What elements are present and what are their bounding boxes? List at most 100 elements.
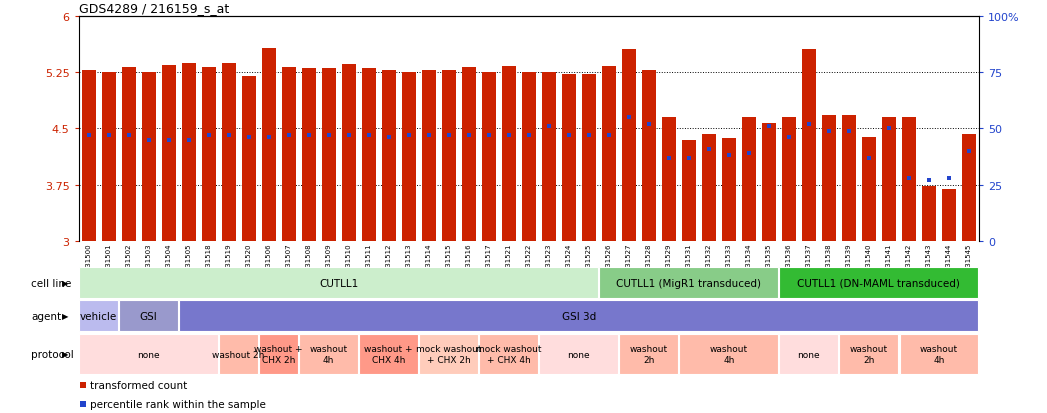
Bar: [602, 67, 616, 242]
Point: [661, 155, 677, 161]
Point: [261, 135, 277, 141]
Bar: [82, 71, 95, 242]
Point: [700, 146, 717, 153]
Point: [641, 121, 658, 128]
Bar: [680, 334, 778, 375]
Point: [900, 175, 917, 182]
Bar: [922, 187, 936, 242]
Bar: [80, 267, 598, 299]
Text: washout
2h: washout 2h: [850, 344, 888, 364]
Bar: [282, 68, 295, 242]
Bar: [620, 334, 678, 375]
Bar: [302, 69, 315, 242]
Bar: [442, 71, 455, 242]
Bar: [701, 135, 716, 242]
Point: [101, 133, 117, 139]
Point: [400, 133, 417, 139]
Point: [580, 133, 597, 139]
Bar: [161, 66, 176, 242]
Bar: [882, 118, 896, 242]
Point: [180, 137, 197, 144]
Bar: [842, 116, 855, 242]
Text: ▶: ▶: [62, 278, 68, 287]
Text: CUTLL1 (MigR1 transduced): CUTLL1 (MigR1 transduced): [617, 278, 761, 288]
Point: [200, 133, 217, 139]
Bar: [141, 73, 156, 242]
Text: CUTLL1 (DN-MAML transduced): CUTLL1 (DN-MAML transduced): [798, 278, 960, 288]
Text: mock washout
+ CHX 4h: mock washout + CHX 4h: [476, 344, 541, 364]
Bar: [402, 73, 416, 242]
Point: [74, 382, 91, 388]
Bar: [359, 334, 418, 375]
Point: [841, 128, 857, 135]
Bar: [502, 67, 516, 242]
Point: [681, 155, 697, 161]
Bar: [181, 64, 196, 242]
Point: [160, 137, 177, 144]
Point: [380, 135, 397, 141]
Point: [621, 114, 638, 121]
Text: vehicle: vehicle: [80, 311, 117, 321]
Text: GDS4289 / 216159_s_at: GDS4289 / 216159_s_at: [79, 2, 229, 15]
Bar: [242, 77, 255, 242]
Point: [441, 133, 458, 139]
Bar: [599, 267, 778, 299]
Bar: [419, 334, 478, 375]
Text: ▶: ▶: [62, 350, 68, 358]
Bar: [482, 73, 495, 242]
Bar: [862, 138, 876, 242]
Point: [600, 133, 617, 139]
Point: [560, 133, 577, 139]
Text: washout +
CHX 4h: washout + CHX 4h: [364, 344, 413, 364]
Bar: [742, 118, 756, 242]
Point: [940, 175, 957, 182]
Text: percentile rank within the sample: percentile rank within the sample: [90, 399, 266, 409]
Text: ▶: ▶: [62, 311, 68, 320]
Point: [340, 133, 357, 139]
Text: washout
2h: washout 2h: [629, 344, 668, 364]
Point: [140, 137, 157, 144]
Point: [780, 135, 797, 141]
Point: [821, 128, 838, 135]
Bar: [102, 73, 115, 242]
Point: [300, 133, 317, 139]
Bar: [582, 75, 596, 242]
Bar: [219, 334, 258, 375]
Bar: [361, 69, 376, 242]
Bar: [260, 334, 298, 375]
Text: GSI 3d: GSI 3d: [561, 311, 596, 321]
Text: washout 2h: washout 2h: [213, 350, 265, 358]
Bar: [762, 124, 776, 242]
Text: GSI: GSI: [139, 311, 157, 321]
Point: [120, 133, 137, 139]
Bar: [119, 300, 178, 332]
Bar: [480, 334, 538, 375]
Text: CUTLL1: CUTLL1: [319, 278, 358, 288]
Point: [240, 135, 257, 141]
Bar: [382, 71, 396, 242]
Bar: [642, 71, 655, 242]
Text: mock washout
+ CHX 2h: mock washout + CHX 2h: [416, 344, 482, 364]
Bar: [321, 69, 336, 242]
Bar: [80, 300, 118, 332]
Bar: [562, 75, 576, 242]
Bar: [682, 140, 696, 242]
Point: [960, 148, 977, 155]
Bar: [521, 73, 536, 242]
Bar: [779, 267, 978, 299]
Bar: [782, 118, 796, 242]
Text: washout
4h: washout 4h: [310, 344, 348, 364]
Text: agent: agent: [31, 311, 62, 321]
Point: [540, 123, 557, 130]
Bar: [541, 73, 556, 242]
Point: [320, 133, 337, 139]
Bar: [662, 118, 675, 242]
Point: [760, 123, 777, 130]
Text: cell line: cell line: [31, 278, 72, 288]
Bar: [222, 64, 236, 242]
Bar: [121, 68, 135, 242]
Point: [520, 133, 537, 139]
Text: washout +
CHX 2h: washout + CHX 2h: [254, 344, 303, 364]
Bar: [422, 71, 436, 242]
Point: [281, 133, 297, 139]
